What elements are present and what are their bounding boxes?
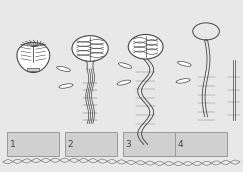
Ellipse shape <box>118 63 132 68</box>
Ellipse shape <box>117 80 131 85</box>
Ellipse shape <box>59 84 73 88</box>
Ellipse shape <box>72 36 108 61</box>
FancyBboxPatch shape <box>65 132 117 156</box>
Ellipse shape <box>176 79 190 83</box>
Text: 4: 4 <box>178 139 183 148</box>
Polygon shape <box>17 42 50 73</box>
FancyBboxPatch shape <box>7 132 59 156</box>
Ellipse shape <box>57 66 70 71</box>
Text: 3: 3 <box>126 139 131 148</box>
FancyBboxPatch shape <box>27 68 39 72</box>
FancyBboxPatch shape <box>123 132 175 156</box>
FancyBboxPatch shape <box>175 132 227 156</box>
Text: 2: 2 <box>68 139 73 148</box>
Text: 1: 1 <box>10 139 15 148</box>
Ellipse shape <box>177 61 191 66</box>
Ellipse shape <box>128 34 163 59</box>
